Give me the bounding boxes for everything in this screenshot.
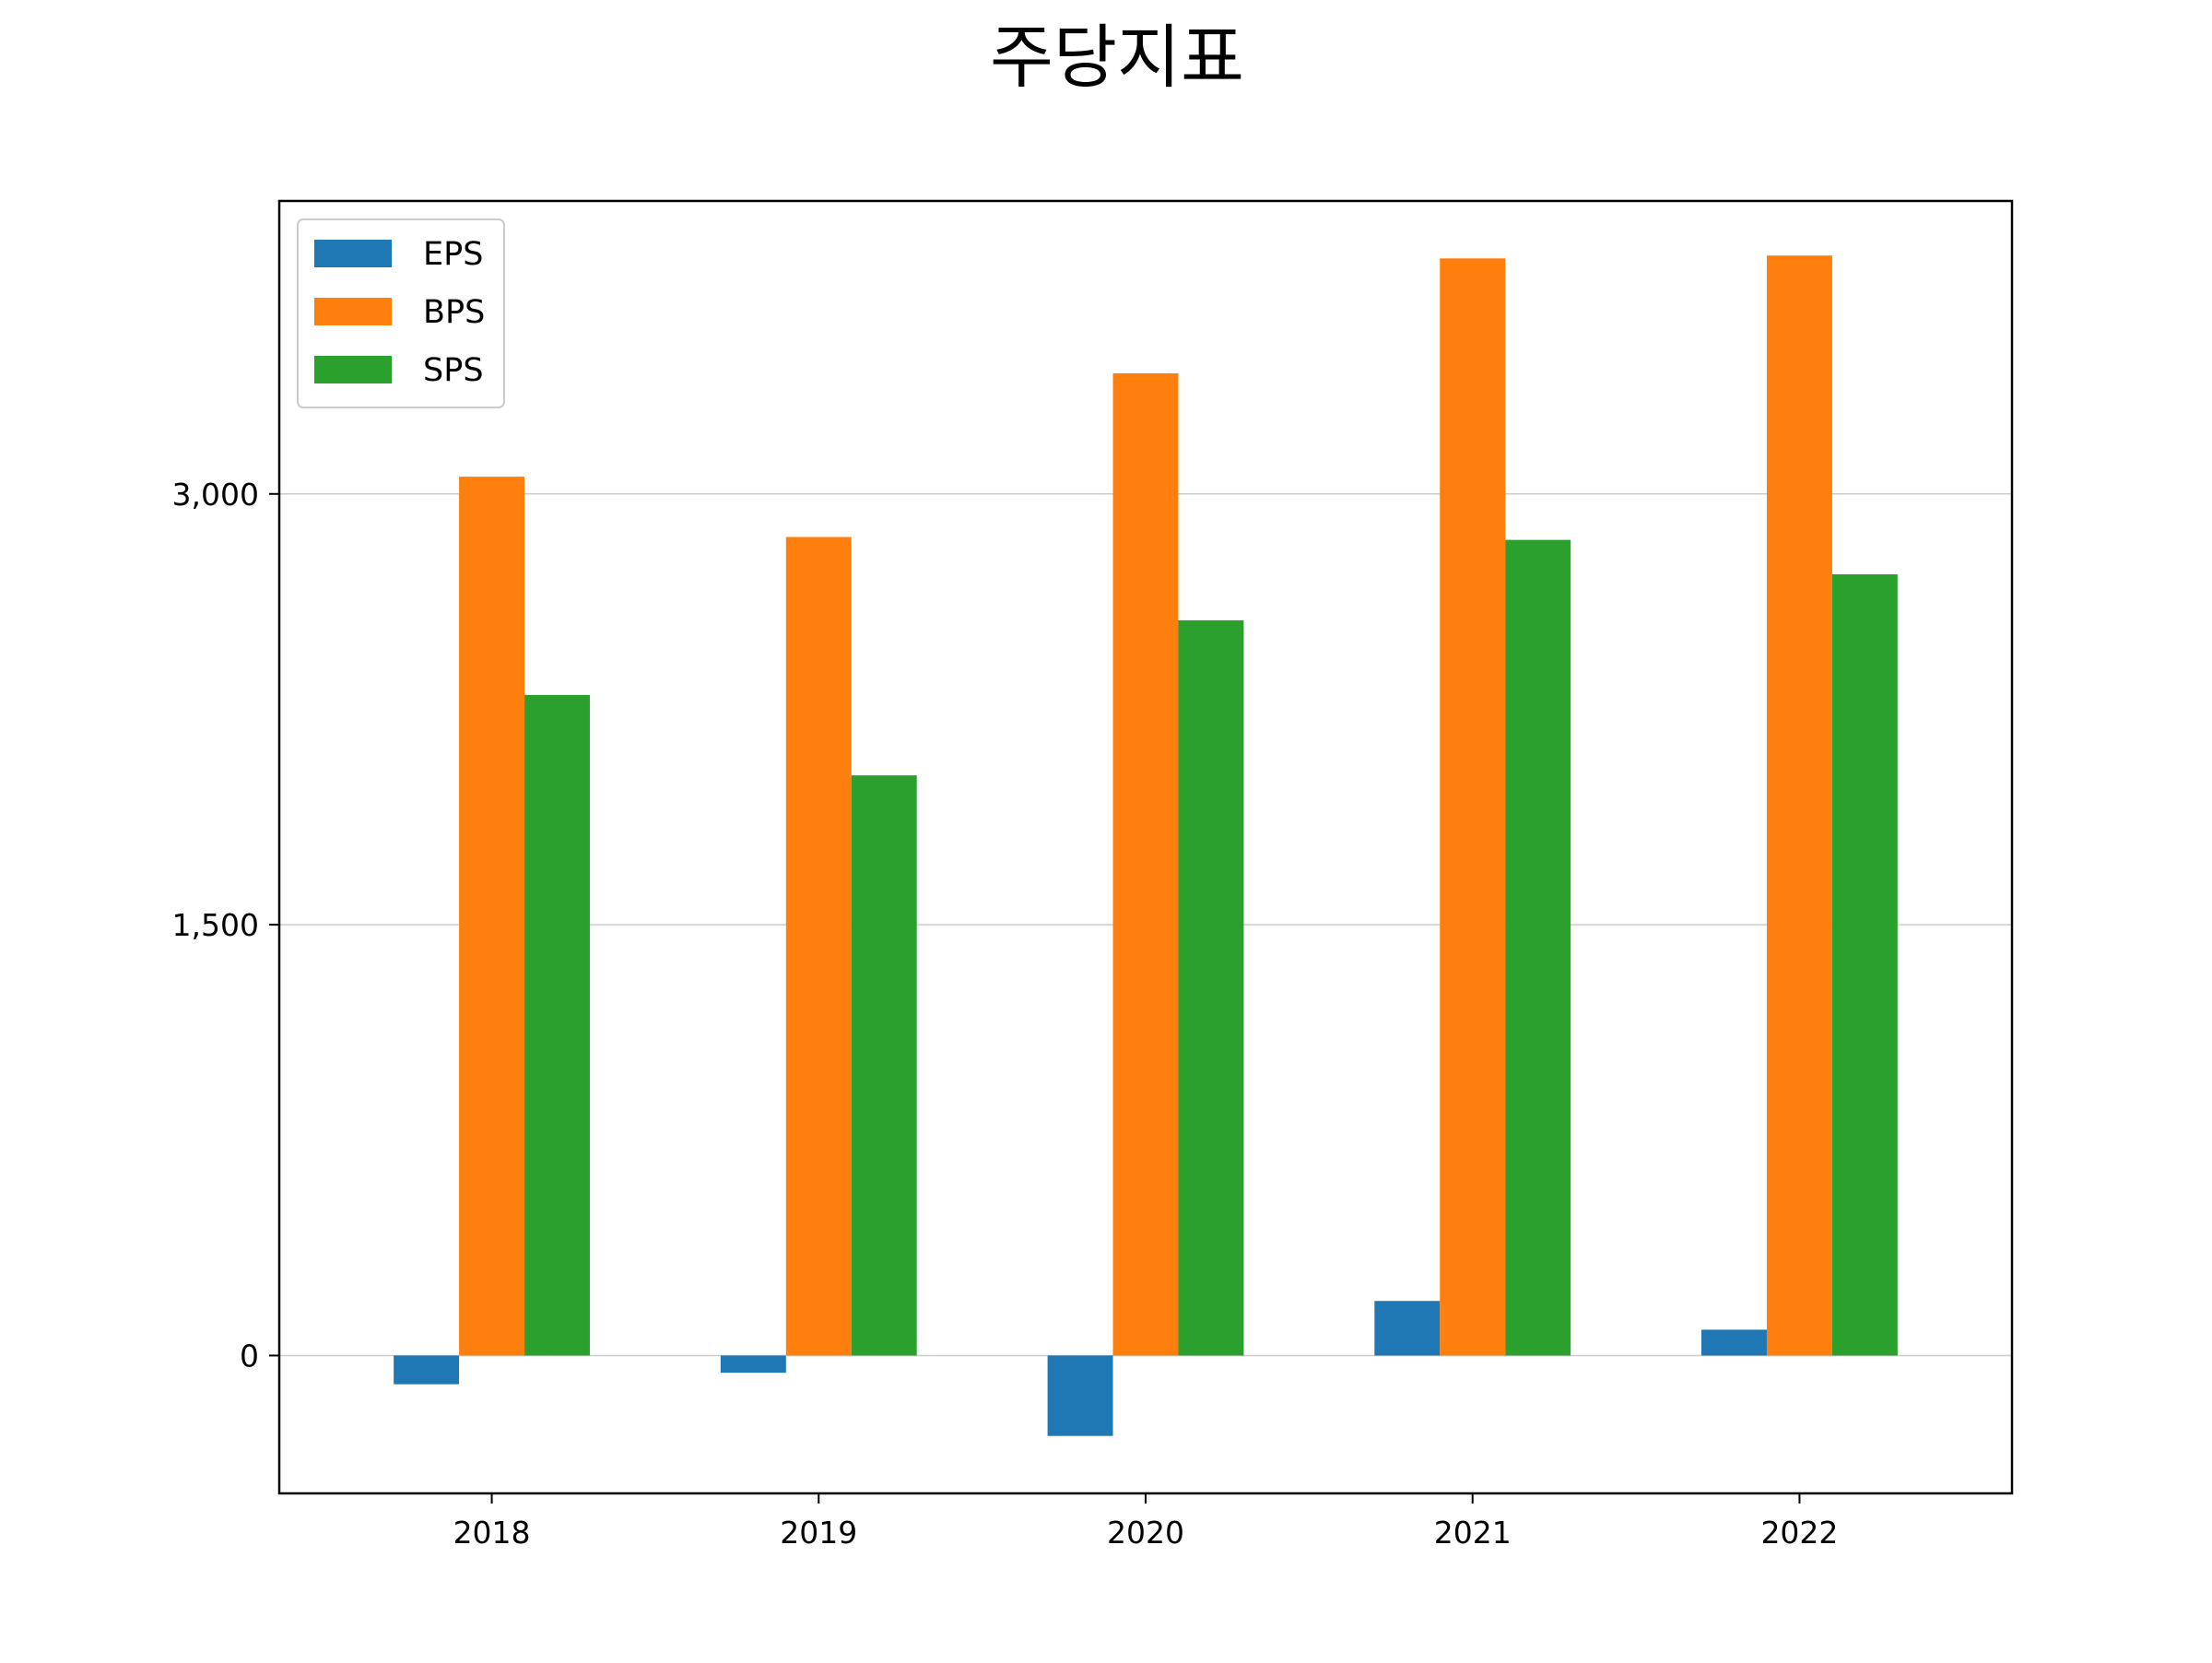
bar-bps-2019 [785,537,852,1356]
chart-title: 주당지표 [990,17,1244,98]
x-tick-label-2022: 2022 [1760,1515,1838,1551]
bar-eps-2020 [1047,1355,1113,1436]
y-tick-label: 0 [240,1338,259,1374]
bar-sps-2018 [524,694,590,1356]
x-tick-label-2019: 2019 [780,1515,857,1551]
bars [394,255,1898,1436]
bar-eps-2021 [1374,1301,1441,1356]
bar-eps-2019 [720,1355,786,1374]
x-tick-label-2018: 2018 [453,1515,531,1551]
bar-sps-2021 [1505,539,1571,1356]
legend-swatch-eps [314,240,392,267]
x-tick-label-2021: 2021 [1434,1515,1512,1551]
bar-sps-2019 [851,775,917,1356]
x-tick-label-2020: 2020 [1107,1515,1184,1551]
bar-bps-2020 [1112,372,1179,1356]
legend-label-sps: SPS [423,352,484,389]
bar-bps-2018 [459,477,525,1356]
y-axis: 0 1,500 3,000 [172,477,279,1374]
bar-eps-2022 [1701,1329,1767,1356]
bar-sps-2022 [1831,574,1898,1356]
bar-bps-2021 [1440,258,1506,1356]
x-axis: 2018 2019 2020 2021 2022 [453,1493,1838,1551]
y-tick-label: 3,000 [172,477,259,513]
legend-label-bps: BPS [423,294,485,331]
legend-swatch-bps [314,298,392,325]
bar-eps-2018 [394,1355,460,1385]
legend: EPS BPS SPS [297,218,505,408]
y-tick-label: 1,500 [172,907,259,943]
bar-bps-2022 [1766,255,1832,1356]
legend-swatch-sps [314,356,392,383]
bar-sps-2020 [1178,619,1244,1356]
legend-label-eps: EPS [423,236,483,273]
